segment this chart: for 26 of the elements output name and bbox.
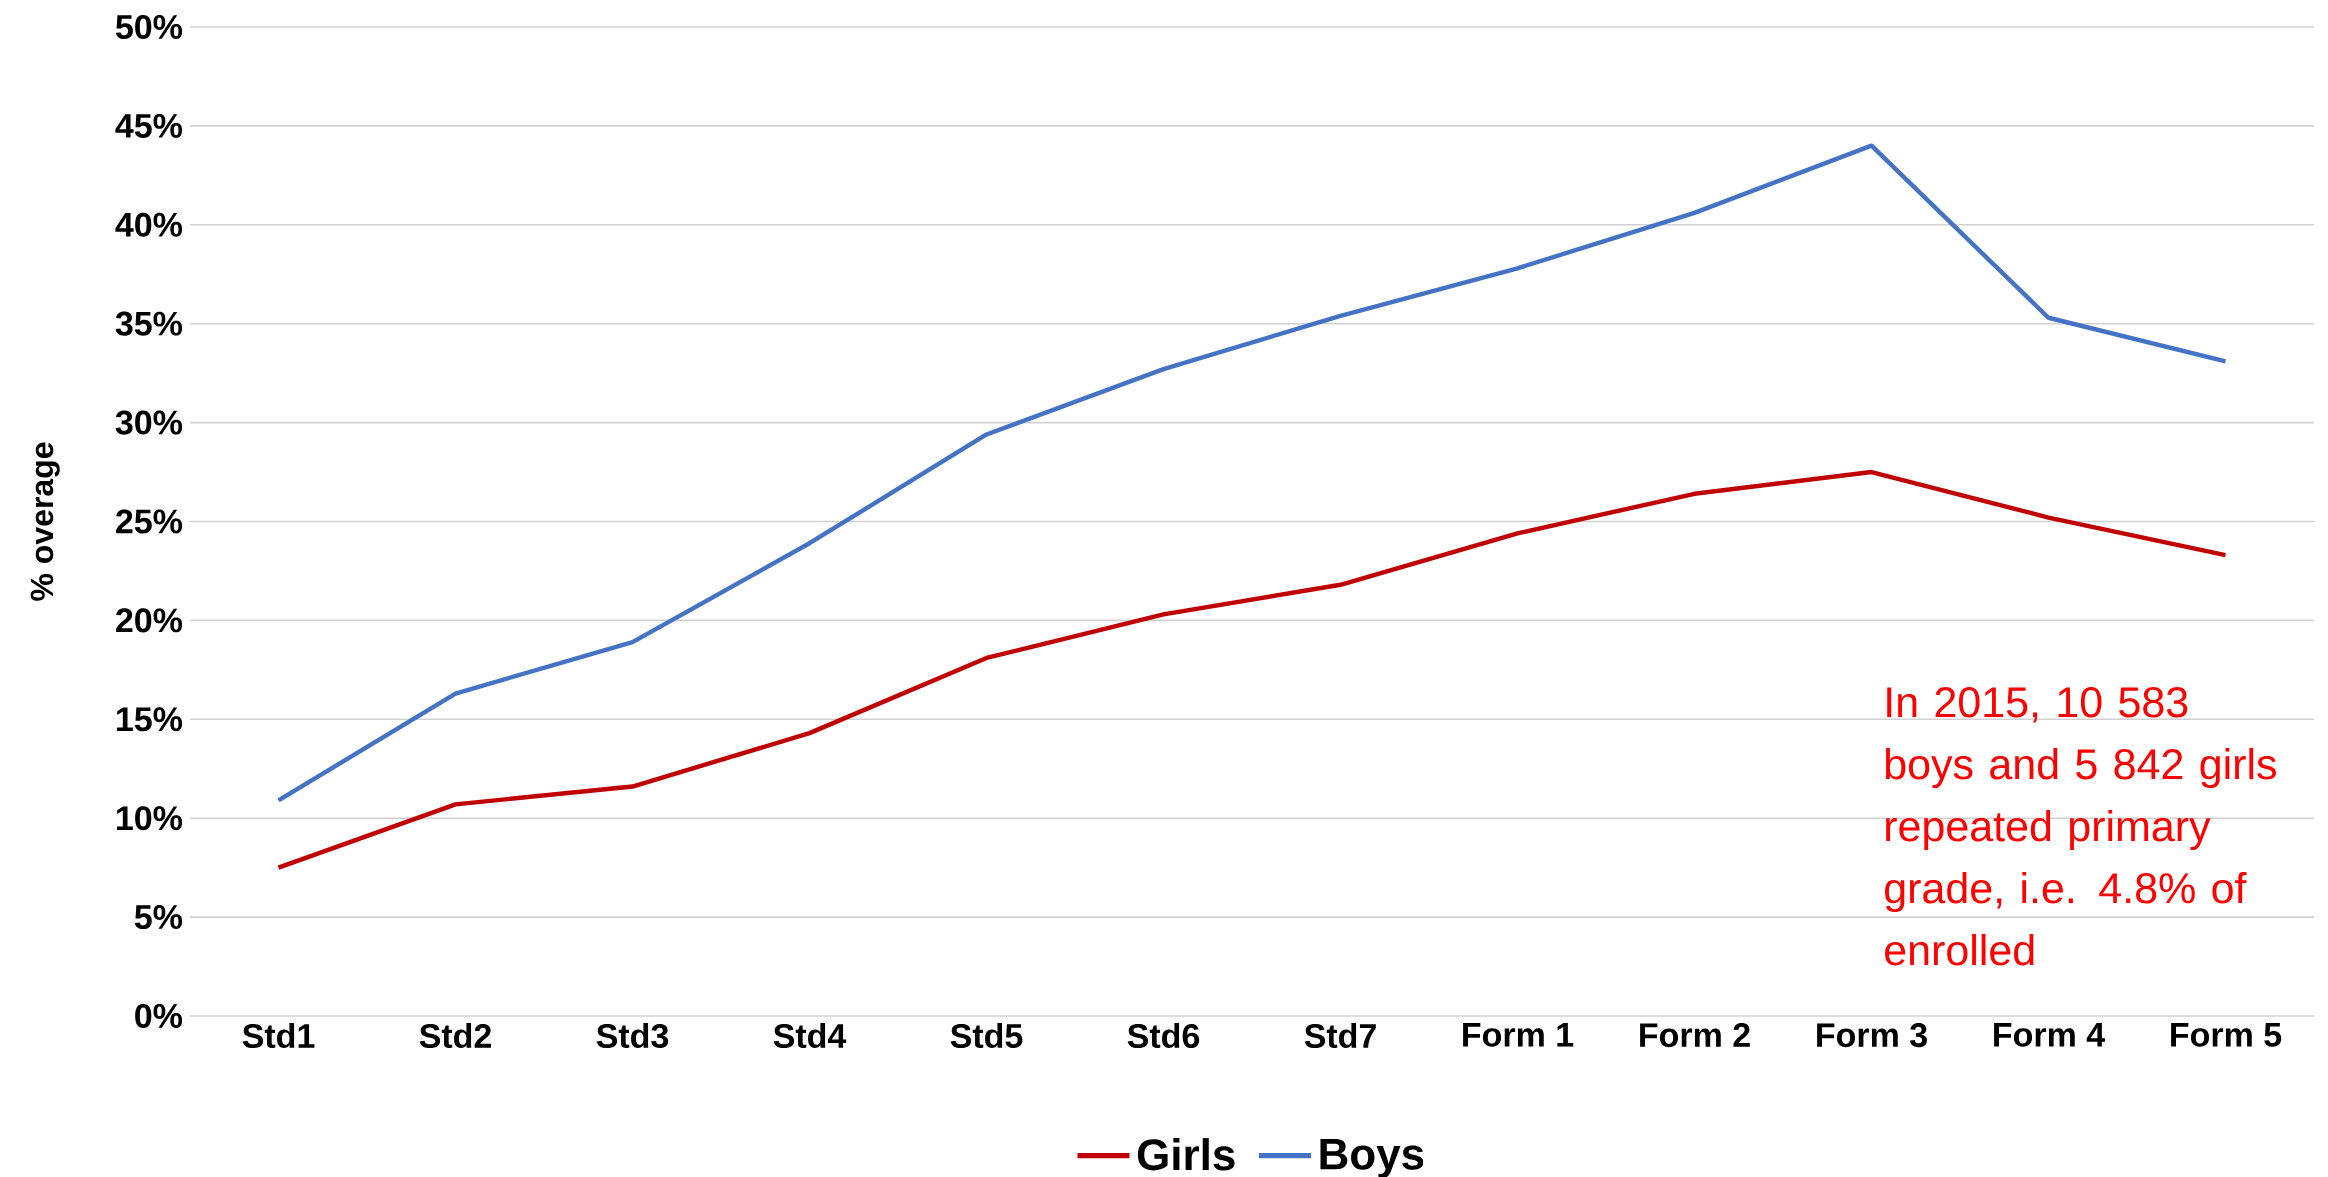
legend-label: Girls	[1137, 1138, 1235, 1171]
y-tick-label: 5%	[134, 905, 183, 930]
y-tick-label: 30%	[115, 410, 183, 435]
x-tick-label: Std4	[773, 1023, 847, 1049]
x-tick-label: Std5	[950, 1023, 1023, 1049]
x-tick-label: Std2	[419, 1023, 491, 1049]
x-tick-label: Std6	[1127, 1023, 1200, 1049]
y-tick-label: 15%	[117, 707, 183, 732]
x-tick-label: Std1	[242, 1023, 315, 1049]
x-tick-label: Form 2	[1640, 1023, 1750, 1048]
y-tick-label: 10%	[117, 806, 183, 831]
x-tick-label: Std3	[596, 1023, 669, 1049]
y-tick-label: 45%	[115, 113, 183, 138]
x-tick-label: Form 5	[2171, 1023, 2282, 1047]
x-tick-label: Form 3	[1817, 1023, 1927, 1048]
y-tick-label: 20%	[116, 608, 183, 633]
y-axis-title: % overage	[30, 442, 60, 601]
y-tick-label: 0%	[135, 1003, 183, 1029]
x-tick-label: Form 1	[1463, 1023, 1574, 1047]
y-tick-label: 35%	[115, 311, 183, 336]
y-tick-label: 50%	[115, 14, 183, 40]
x-tick-label: Form 4	[1994, 1023, 2105, 1047]
y-tick-label: 40%	[115, 212, 183, 237]
x-tick-label: Std7	[1304, 1023, 1376, 1049]
y-tick-label: 25%	[116, 509, 183, 534]
annotation: In 2015, 10 583 boys and 5 842 girls repeated primary grade, i.e. 4.8% of enrolled	[1885, 687, 2276, 966]
